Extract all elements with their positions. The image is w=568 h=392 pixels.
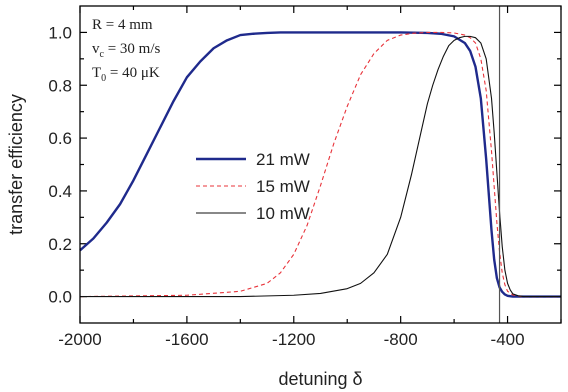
y-tick-label: 1.0 [48, 23, 72, 42]
x-tick-label: -800 [384, 330, 418, 349]
x-axis-label: detuning δ [278, 369, 362, 389]
x-tick-label: -1200 [272, 330, 315, 349]
y-tick-label: 0.4 [48, 182, 72, 201]
series-line-0 [79, 31, 561, 298]
legend-label-2: 10 mW [256, 204, 310, 223]
legend-label-1: 15 mW [256, 177, 310, 196]
plot-frame [79, 5, 562, 324]
x-tick-label: -400 [491, 330, 525, 349]
y-tick-label: 0.0 [48, 288, 72, 307]
series-line-2 [80, 35, 561, 298]
tick-labels: -2000 -1600 -1200 -800 -400 0.0 0.2 0.4 0.6 0.8 1.… [48, 23, 524, 349]
y-tick-label: 0.8 [48, 76, 72, 95]
y-tick-label: 0.6 [48, 129, 72, 148]
param-velocity: vc = 30 m/s [92, 41, 160, 60]
legend: 21 mW 15 mW 10 mW [196, 150, 310, 223]
parameter-annotations: R = 4 mm vc = 30 m/s T0 = 40 μK [92, 17, 160, 84]
tick-marks [79, 6, 562, 323]
y-tick-label: 0.2 [48, 235, 72, 254]
param-temperature: T0 = 40 μK [92, 65, 160, 84]
x-tick-label: -2000 [58, 330, 101, 349]
series-line-1 [79, 31, 561, 298]
param-radius: R = 4 mm [92, 17, 153, 33]
x-tick-label: -1600 [165, 330, 208, 349]
y-axis-label: transfer efficiency [6, 94, 26, 235]
series-layer [79, 31, 561, 298]
legend-label-0: 21 mW [256, 150, 310, 169]
